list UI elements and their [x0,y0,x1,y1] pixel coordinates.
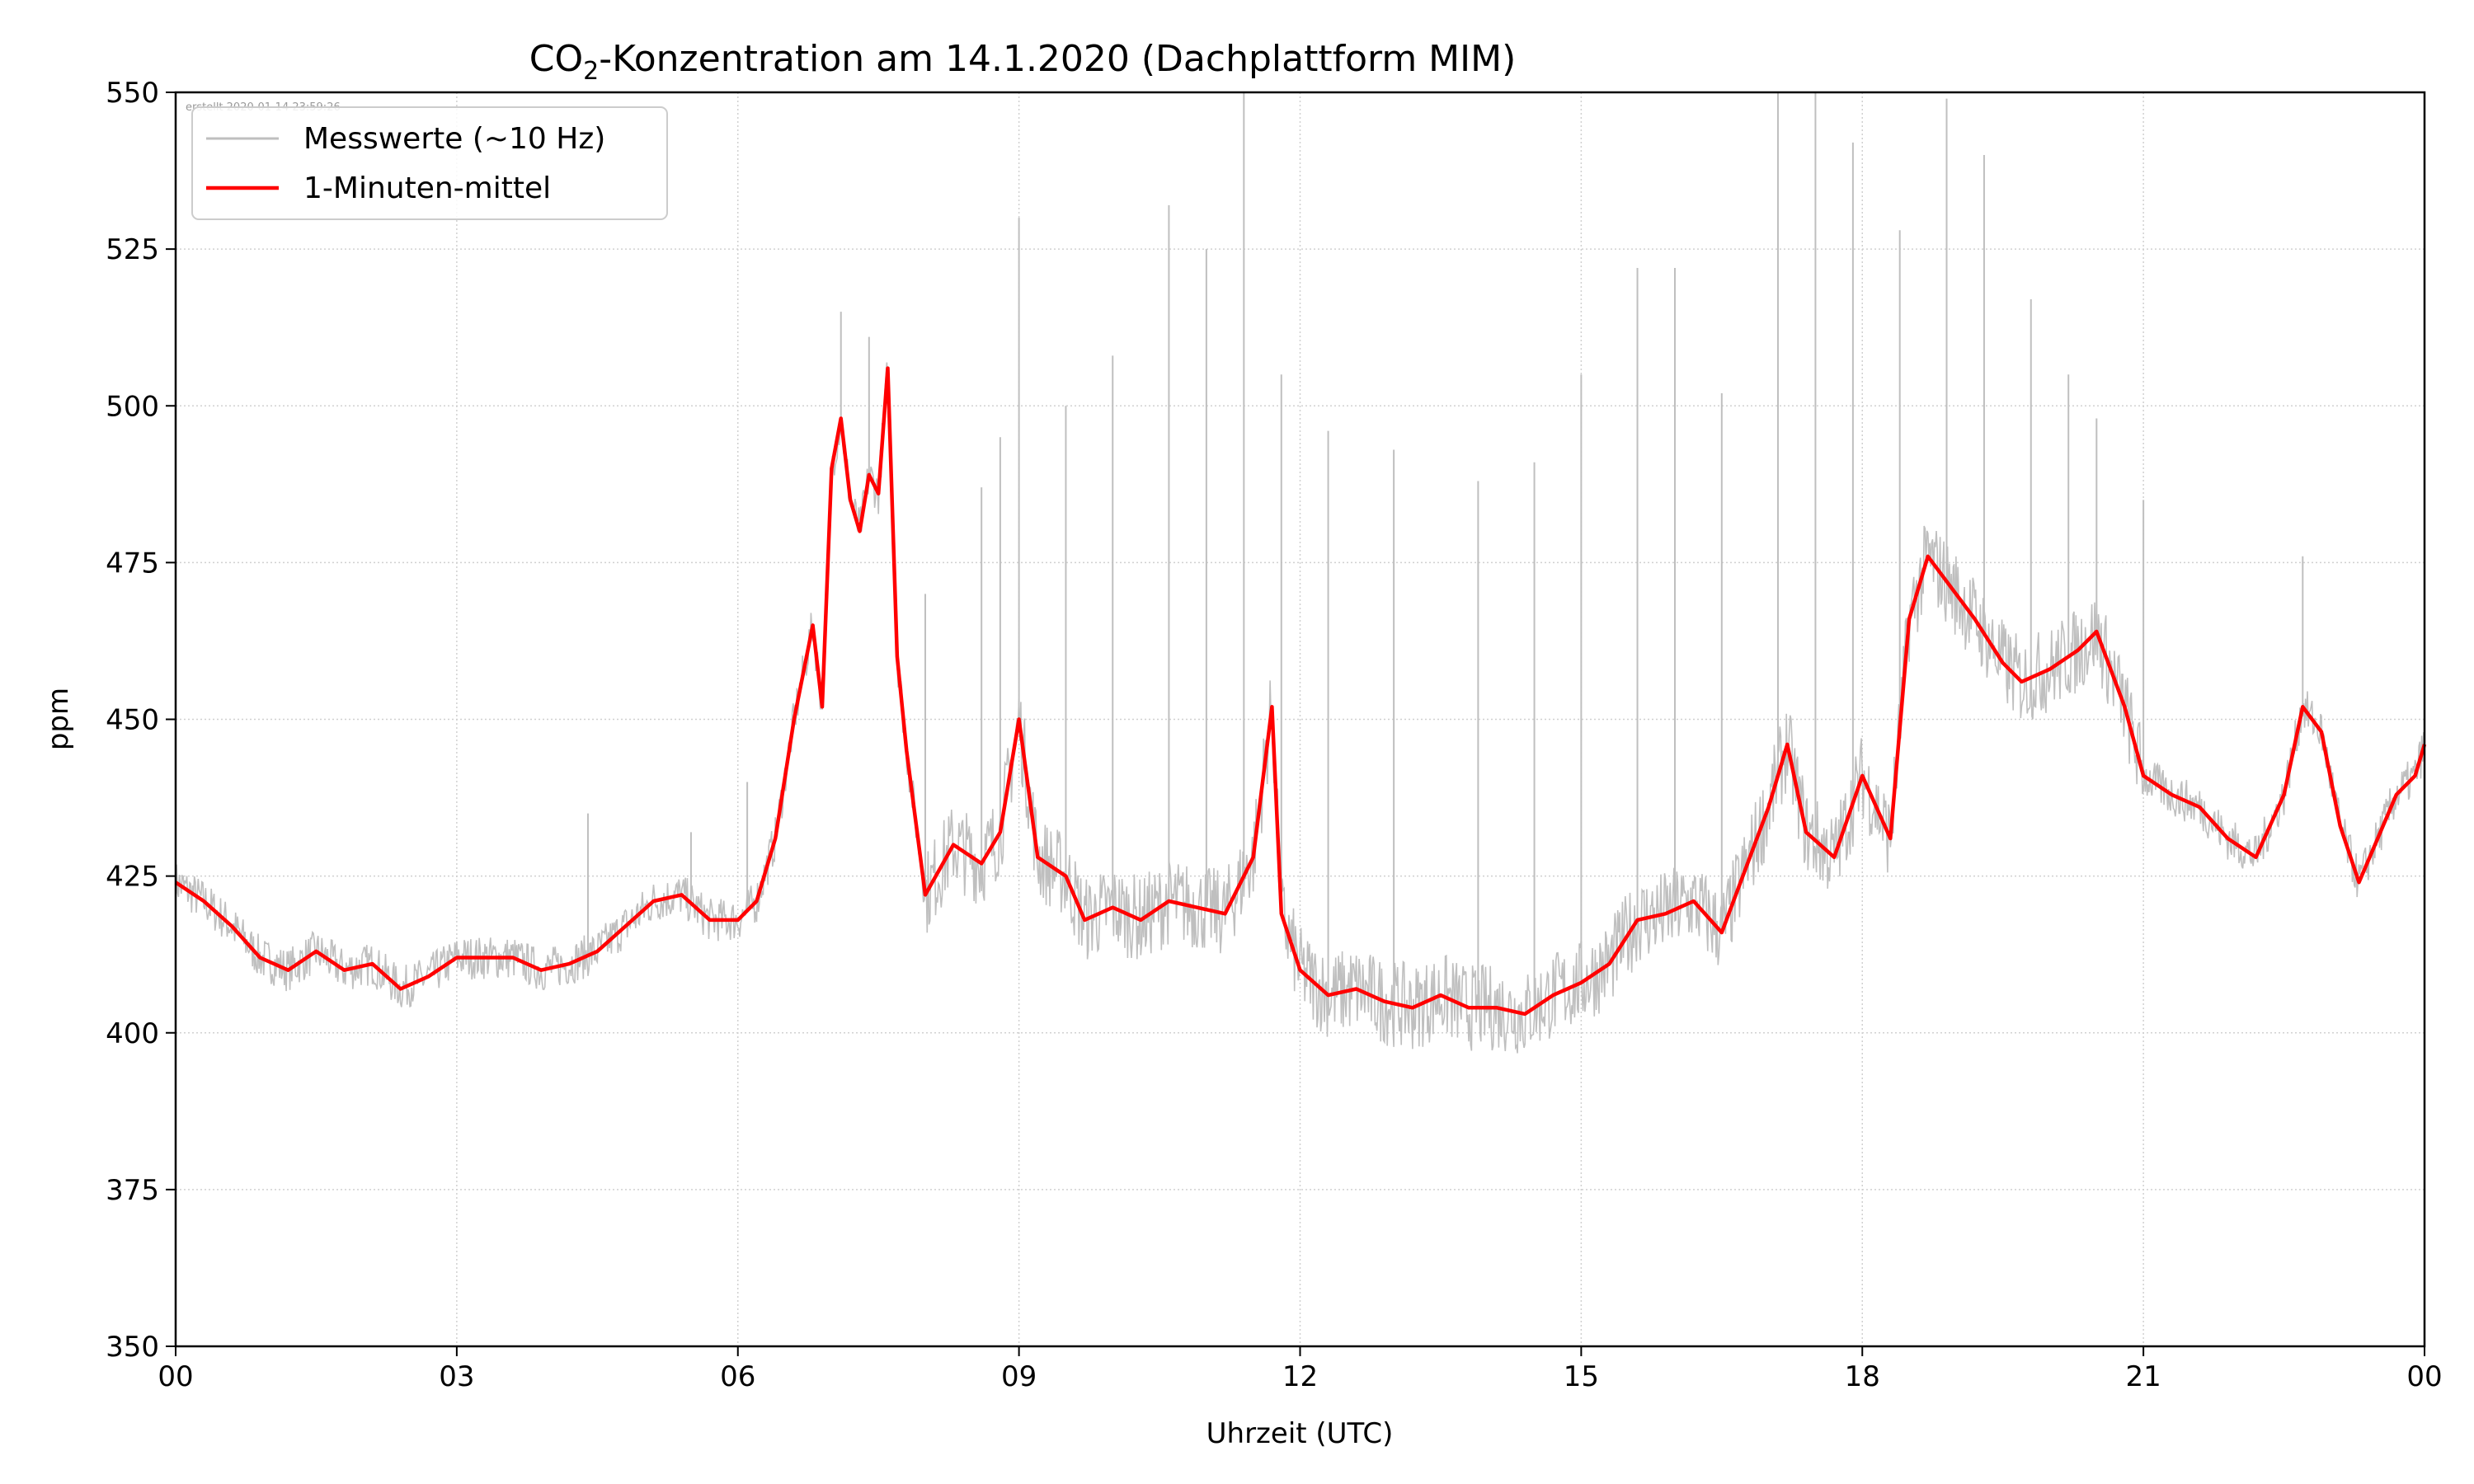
y-tick-label: 350 [106,1331,159,1364]
y-tick-label: 400 [106,1017,159,1050]
legend-box [191,106,668,220]
chart-title: CO2-Konzentration am 14.1.2020 (Dachplat… [529,38,1517,86]
x-tick-label: 15 [1564,1360,1599,1393]
x-tick-label: 09 [1001,1360,1037,1393]
x-tick-label: 00 [2406,1360,2442,1393]
y-tick-label: 375 [106,1174,159,1207]
y-tick-label: 450 [106,704,159,737]
legend-mean-label: 1-Minuten-mittel [303,171,551,205]
y-tick-label: 425 [106,861,159,894]
x-tick-label: 00 [158,1360,193,1393]
legend-raw-label: Messwerte (~10 Hz) [303,122,605,156]
raw-noise-line [175,362,2425,1054]
x-tick-label: 06 [720,1360,755,1393]
y-axis-label: ppm [42,688,75,750]
x-tick-label: 03 [439,1360,474,1393]
y-axis-ticks: 350 375 400 425 450 475 500 525 550 [106,77,176,1364]
x-tick-label: 12 [1282,1360,1318,1393]
chart-title-rest: -Konzentration am 14.1.2020 (Dachplattfo… [599,38,1516,80]
y-tick-label: 500 [106,390,159,423]
y-tick-label: 550 [106,77,159,110]
raw-series [175,92,2425,1054]
mean-series [174,366,2427,1017]
y-tick-label: 525 [106,233,159,266]
y-tick-label: 475 [106,547,159,580]
x-tick-label: 21 [2125,1360,2161,1393]
x-tick-label: 18 [1845,1360,1880,1393]
mean-line [174,366,2427,1017]
chart-title-main: CO [529,38,583,80]
legend: Messwerte (~10 Hz) 1-Minuten-mittel [191,106,668,220]
x-axis-label: Uhrzeit (UTC) [1206,1417,1394,1450]
grid-lines [175,92,2425,1347]
chart-title-sub: 2 [583,57,599,86]
x-axis-ticks: 00 03 06 09 12 15 18 21 00 [158,1346,2443,1393]
